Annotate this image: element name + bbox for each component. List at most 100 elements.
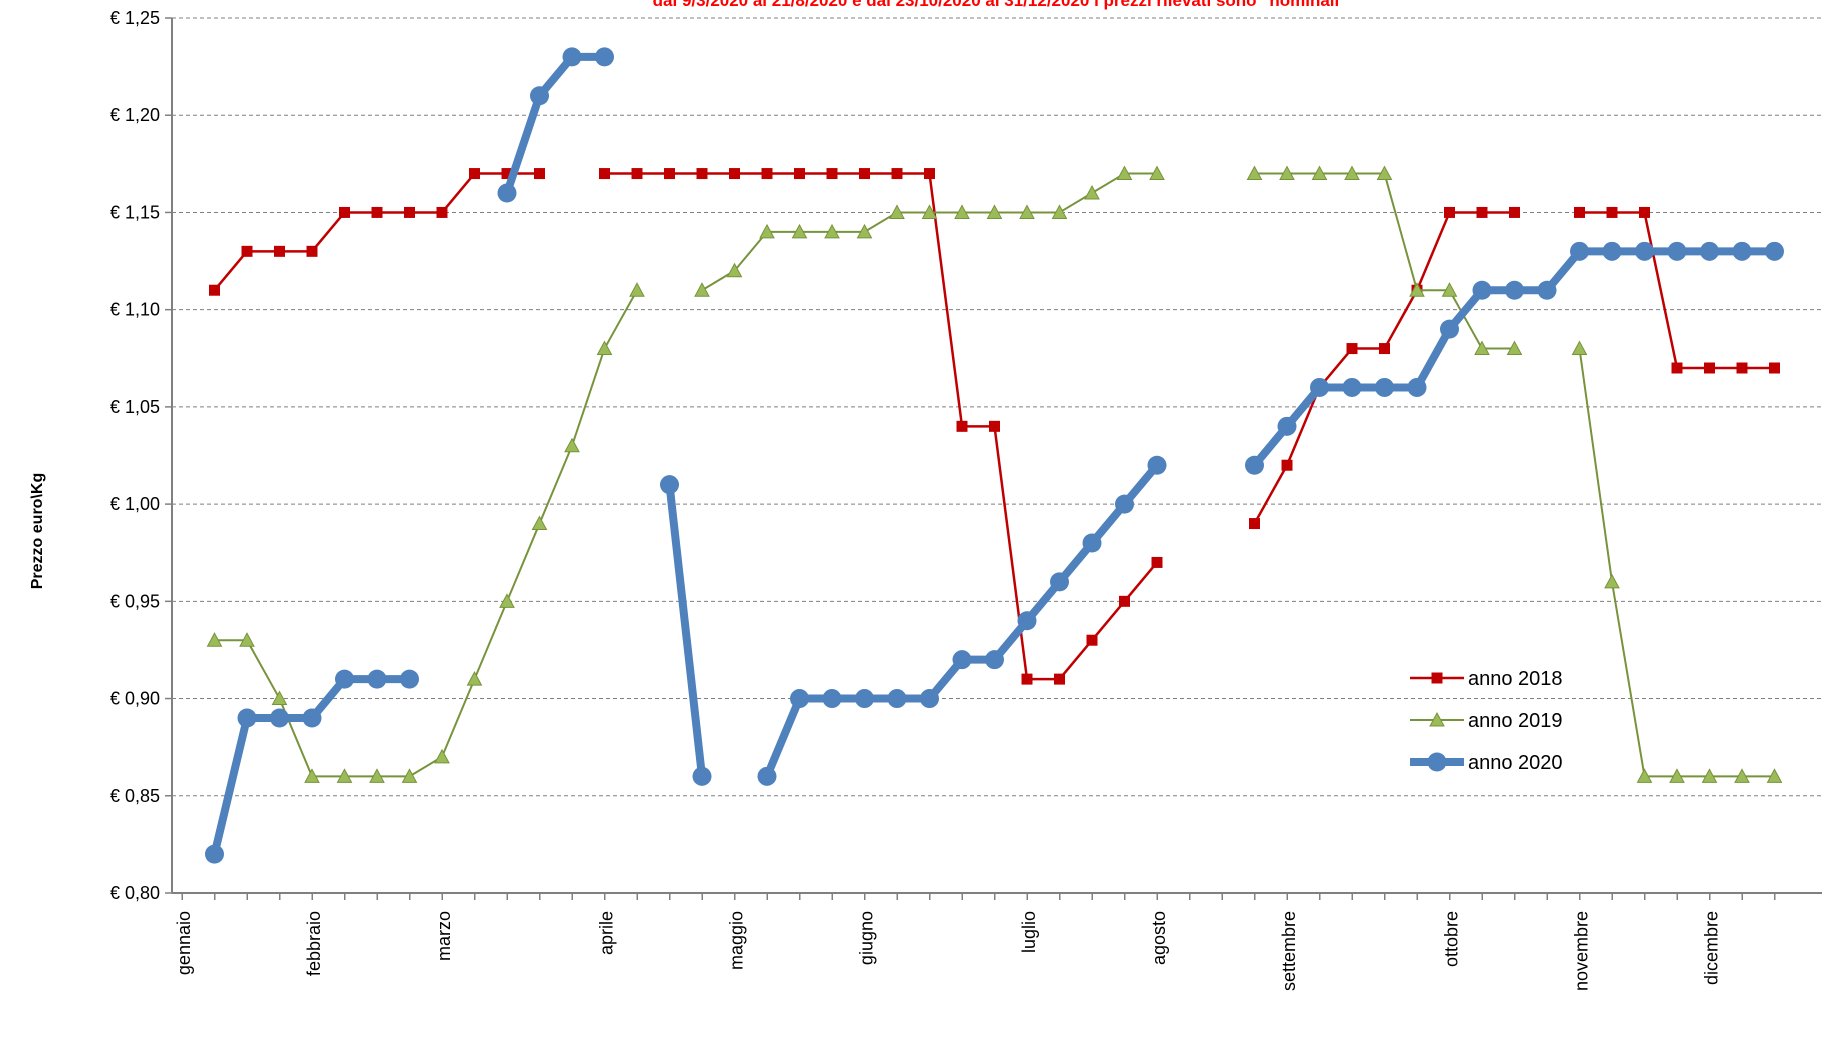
series-anno-2020: [205, 47, 1784, 864]
y-axis-ticks: € 0,80 € 0,85 € 0,90 € 0,95 € 1,00 € 1,05 € 1,…: [110, 8, 172, 903]
data-point: [1570, 241, 1589, 261]
series-line: [210, 675, 410, 856]
data-point: [237, 708, 257, 728]
data-point: [855, 689, 874, 709]
data-point: [631, 168, 643, 180]
data-point: [989, 420, 1000, 432]
legend-label: anno 2019: [1468, 710, 1563, 732]
series-line: [604, 172, 1158, 681]
data-point: [1346, 343, 1358, 355]
legend-item: anno 2019: [1410, 710, 1563, 732]
data-point: [1147, 455, 1167, 475]
data-point: [822, 689, 842, 709]
data-point: [1537, 280, 1557, 300]
data-point: [564, 437, 580, 453]
data-point: [271, 690, 288, 706]
data-point: [1765, 241, 1784, 261]
data-point: [530, 86, 549, 106]
y-tick-label: € 1,20: [110, 105, 160, 125]
legend-item: anno 2020: [1410, 752, 1563, 774]
data-point: [1639, 206, 1650, 218]
x-tick-label-luglio: luglio: [1019, 911, 1039, 953]
data-point: [921, 204, 938, 219]
data-point: [1669, 768, 1685, 783]
data-point: [469, 168, 480, 180]
y-tick-label: € 1,00: [110, 494, 160, 514]
data-point: [501, 168, 513, 180]
data-point: [1281, 459, 1293, 471]
data-point: [270, 708, 289, 728]
data-point: [794, 168, 805, 180]
data-point: [274, 245, 285, 257]
data-point: [889, 204, 905, 219]
series-line: [763, 462, 1161, 778]
data-point: [1636, 768, 1653, 783]
data-point: [434, 748, 450, 764]
data-point: [1019, 204, 1035, 219]
data-point: [239, 632, 255, 647]
data-point: [757, 766, 777, 786]
data-point: [694, 282, 710, 297]
data-point: [531, 515, 548, 531]
data-point: [1571, 340, 1588, 356]
data-point: [1084, 184, 1100, 200]
y-axis-label: Prezzo euro\Kg: [29, 473, 46, 589]
y-tick-label: € 0,95: [110, 591, 160, 611]
data-point: [859, 168, 870, 180]
data-point: [956, 420, 968, 432]
data-point: [1375, 377, 1394, 397]
data-point: [1051, 204, 1068, 219]
data-point: [1249, 518, 1260, 530]
data-point: [205, 844, 224, 864]
series-line: [503, 52, 605, 195]
data-point: [692, 766, 712, 786]
data-point: [306, 245, 318, 257]
data-point: [986, 204, 1003, 219]
data-point: [1474, 340, 1490, 356]
y-tick-label: € 1,25: [110, 8, 160, 28]
data-point: [1444, 206, 1455, 218]
data-point: [1736, 362, 1748, 374]
data-point: [791, 223, 808, 239]
data-point: [1277, 416, 1297, 436]
x-tick-label-ottobre: ottobre: [1442, 911, 1462, 967]
data-point: [367, 669, 387, 689]
data-point: [1604, 573, 1620, 589]
data-point: [1082, 533, 1102, 553]
data-point: [241, 245, 253, 257]
data-point: [1606, 206, 1618, 218]
data-point: [1476, 206, 1488, 218]
data-point: [824, 223, 840, 239]
data-point: [596, 340, 613, 356]
axes: [171, 18, 1822, 894]
series-anno-2019: [206, 165, 1783, 783]
data-point: [1246, 165, 1263, 181]
legend-label: anno 2018: [1468, 668, 1563, 690]
data-point: [1769, 362, 1780, 374]
data-point: [1701, 768, 1718, 783]
data-point: [1472, 280, 1492, 300]
data-point: [1407, 377, 1427, 397]
data-point: [206, 632, 223, 647]
x-axis-ticks: gennaio febbraio marzo aprile maggio giugno lu…: [174, 893, 1776, 991]
legend-label: anno 2020: [1468, 752, 1563, 774]
data-point: [1574, 206, 1585, 218]
data-point: [562, 47, 582, 67]
data-point: [335, 669, 354, 689]
data-point: [1734, 768, 1750, 783]
data-point: [664, 168, 675, 180]
data-point: [1409, 282, 1425, 297]
y-tick-label: € 1,15: [110, 202, 160, 222]
data-point: [1732, 241, 1752, 261]
data-point: [920, 689, 939, 709]
y-tick-label: € 0,85: [110, 786, 160, 806]
data-point: [726, 262, 743, 278]
data-point: [1017, 611, 1037, 631]
data-point: [1440, 319, 1459, 339]
x-tick-label-maggio: maggio: [727, 911, 747, 970]
data-point: [891, 168, 903, 180]
x-tick-label-giugno: giugno: [857, 911, 877, 965]
series-line: [1254, 172, 1515, 350]
series-line: [1579, 211, 1775, 370]
data-point: [1509, 206, 1520, 218]
